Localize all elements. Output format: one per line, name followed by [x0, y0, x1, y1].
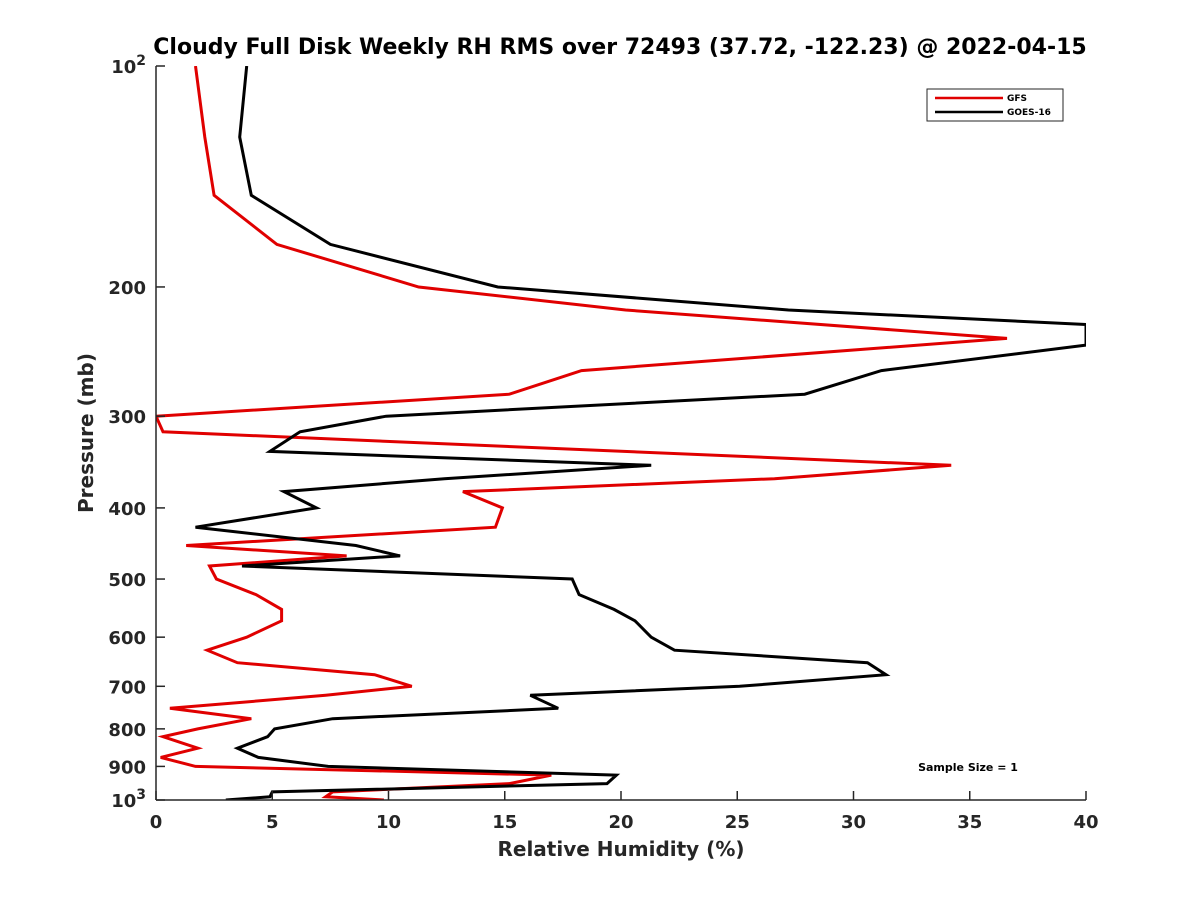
legend: GFS GOES-16 [926, 88, 1064, 122]
legend-label-gfs: GFS [1007, 94, 1027, 104]
y-tick-label: 700 [108, 677, 146, 698]
y-tick-label: 103 [111, 787, 146, 812]
y-tick-label: 800 [108, 720, 146, 741]
y-tick-label: 300 [108, 407, 146, 428]
y-axis-ticks: 102 200 300 400 500 600 700 800 900 103 [108, 53, 165, 812]
series-layer [156, 66, 1086, 800]
x-tick-label: 35 [957, 812, 982, 833]
y-tick-label: 500 [108, 570, 146, 591]
y-tick-label: 102 [111, 53, 146, 78]
series-line-gfs [156, 66, 1008, 800]
x-tick-label: 15 [492, 812, 517, 833]
y-tick-label: 600 [108, 628, 146, 649]
y-tick-label: 400 [108, 499, 146, 520]
axes-background [156, 66, 1086, 800]
legend-box [926, 88, 1064, 122]
x-tick-label: 20 [608, 812, 633, 833]
x-axis-label: Relative Humidity (%) [497, 837, 744, 861]
y-axis-label: Pressure (mb) [74, 353, 98, 513]
chart-title: Cloudy Full Disk Weekly RH RMS over 7249… [153, 35, 1086, 60]
x-tick-label: 0 [150, 812, 163, 833]
x-tick-label: 5 [266, 812, 279, 833]
plot-area: 0 5 10 15 20 25 30 35 40 102 200 300 400 500 600 700 80… [108, 53, 1098, 833]
x-tick-label: 30 [841, 812, 866, 833]
x-axis-ticks: 0 5 10 15 20 25 30 35 40 [150, 791, 1099, 833]
x-tick-label: 40 [1073, 812, 1098, 833]
x-tick-label: 25 [725, 812, 750, 833]
y-tick-label: 900 [108, 757, 146, 778]
legend-label-goes16: GOES-16 [1007, 108, 1051, 118]
x-tick-label: 10 [376, 812, 401, 833]
sample-size-annotation: Sample Size = 1 [918, 761, 1018, 774]
series-line-goes16 [195, 66, 1086, 800]
y-tick-label: 200 [108, 278, 146, 299]
